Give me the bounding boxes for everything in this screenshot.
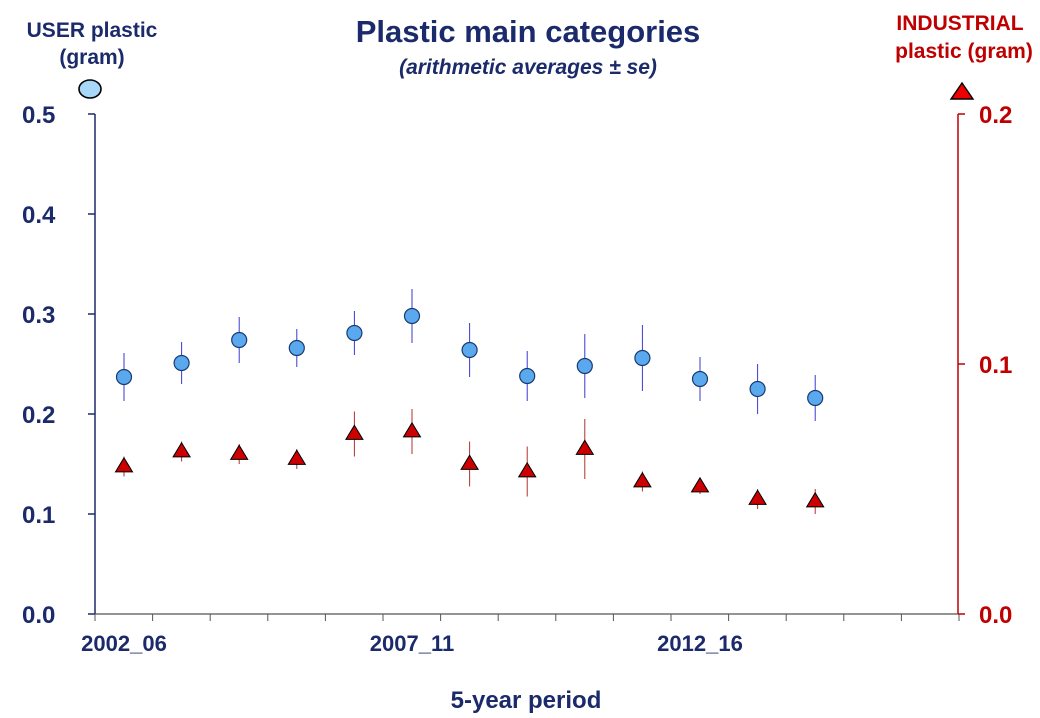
left-tick-label: 0.4 (22, 202, 56, 229)
right-tick-label: 0.0 (979, 602, 1012, 629)
industrial-plastic-point (690, 476, 710, 493)
user-plastic-point (461, 341, 478, 359)
industrial-plastic-point (633, 471, 652, 488)
user-plastic-point (634, 349, 651, 367)
user-plastic-point (519, 367, 536, 385)
left-axis-label-line1: USER plastic (27, 19, 158, 42)
industrial-plastic-point (402, 421, 422, 438)
chart-title: Plastic main categories (356, 14, 701, 49)
right-axis-label-line2: plastic (gram) (895, 40, 1033, 63)
left-tick-label: 0.1 (22, 502, 55, 529)
industrial-plastic-point (517, 461, 537, 478)
industrial-plastic-point (229, 444, 249, 460)
right-axis-legend-triangle-icon (949, 81, 975, 100)
user-plastic-point (288, 339, 305, 357)
user-plastic-point (576, 357, 593, 375)
user-plastic-point (231, 331, 248, 349)
right-axis-label-line1: INDUSTRIAL (896, 12, 1023, 35)
user-plastic-point (346, 324, 363, 342)
right-tick-label: 0.2 (979, 102, 1012, 129)
industrial-plastic-point (805, 491, 825, 508)
left-tick-label: 0.0 (22, 602, 55, 629)
user-plastic-point (691, 370, 709, 388)
x-axis-label: 5-year period (451, 687, 602, 714)
left-tick-label: 0.2 (22, 402, 55, 429)
user-plastic-point (807, 389, 824, 407)
industrial-plastic-point (287, 449, 307, 465)
industrial-plastic-point (575, 439, 595, 455)
right-tick-label: 0.1 (979, 352, 1012, 379)
left-tick-label: 0.5 (22, 102, 55, 129)
industrial-plastic-point (345, 424, 364, 440)
industrial-plastic-point (748, 489, 767, 505)
x-tick-label: 2007_11 (370, 631, 454, 656)
chart-subtitle: (arithmetic averages ± se) (399, 56, 657, 79)
left-axis-label-line2: (gram) (59, 46, 124, 69)
left-tick-label: 0.3 (22, 302, 55, 329)
user-plastic-point (173, 354, 190, 372)
industrial-plastic-point (172, 441, 191, 458)
x-tick-label: 2002_06 (81, 631, 167, 656)
user-plastic-point (115, 368, 133, 386)
industrial-plastic-point (114, 456, 134, 473)
x-tick-label: 2012_16 (657, 631, 743, 656)
left-axis-legend-circle-icon (78, 79, 102, 99)
user-plastic-point (403, 307, 421, 325)
user-plastic-point (749, 380, 766, 398)
industrial-plastic-point (460, 454, 479, 470)
